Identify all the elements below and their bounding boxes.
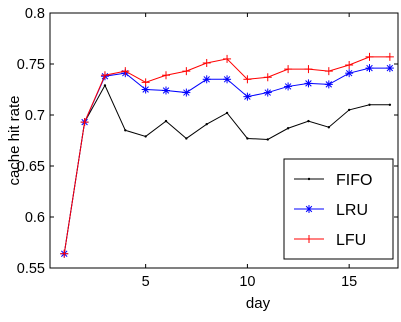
axes: 0.55 0.6 0.65 0.7 0.75 0.8 5 10 15 day cache hit r… [6,6,399,312]
x-tick-label: 10 [239,274,255,290]
data-point-fifo [225,111,229,115]
data-point-lfu [304,65,313,74]
y-tick-label: 0.55 [17,261,45,277]
data-point-lfu [121,67,130,76]
data-point-lfu [263,73,272,82]
data-point-fifo [124,129,127,132]
data-point-lfu [243,75,252,84]
data-point-lfu [141,78,150,87]
legend-label: FIFO [336,172,372,189]
data-point-lru [223,75,232,84]
data-point-lfu [365,52,374,61]
data-point-fifo [103,84,107,87]
data-point-fifo [368,103,371,107]
legend-item-lfu: LFU [294,232,366,249]
data-point-lru [243,92,252,101]
data-point-fifo [307,119,310,123]
data-point-lru [141,85,150,94]
data-point-lfu [202,58,211,67]
data-point-lru [202,75,211,84]
data-point-lru [345,69,354,78]
data-point-lfu [80,118,89,127]
data-point-lfu [385,52,394,61]
y-tick-label: 0.7 [25,108,45,124]
axes-frame [49,12,399,269]
data-point-lfu [100,71,109,80]
data-point-lru [365,64,374,73]
data-point-lru [324,80,333,89]
legend-item-fifo: FIFO [294,172,372,189]
y-tick-label: 0.65 [17,159,45,175]
data-point-lfu [284,65,293,74]
data-point-lfu [60,249,69,258]
data-point-lfu [162,71,170,80]
data-point-lru [263,88,272,97]
data-point-fifo [266,138,269,141]
data-point-fifo [164,119,168,123]
y-tick-label: 0.75 [17,57,45,73]
legend-item-lru: LRU [294,202,368,219]
data-point-lru [284,82,293,91]
data-point-fifo [144,135,147,138]
data-point-lfu [345,61,354,70]
legend-label: LRU [336,202,368,219]
plot-area [60,52,394,258]
y-tick-label: 0.8 [25,6,45,22]
x-tick-label: 15 [341,274,357,290]
data-point-fifo [388,103,392,107]
data-point-lru [162,86,170,95]
y-tick-label: 0.6 [25,210,45,226]
data-point-lru [304,79,313,88]
data-point-lfu [223,54,232,63]
y-axis-title: cache hit rate [6,95,23,185]
x-axis-title: day [246,295,271,312]
data-point-fifo [185,137,188,140]
data-point-lru [385,64,394,73]
data-point-fifo [327,126,331,129]
x-tick-label: 5 [142,274,150,290]
data-point-fifo [286,127,290,130]
data-point-lru [182,88,191,97]
legend-label: LFU [336,232,366,249]
data-point-fifo [347,108,351,112]
data-point-fifo [205,122,208,126]
legend-marker [307,177,311,181]
data-point-lfu [182,67,191,76]
legend-marker [305,205,313,213]
data-point-fifo [246,137,249,140]
legend-marker [305,235,313,243]
legend: FIFO LRU LFU [283,158,394,260]
data-point-lfu [324,67,333,76]
